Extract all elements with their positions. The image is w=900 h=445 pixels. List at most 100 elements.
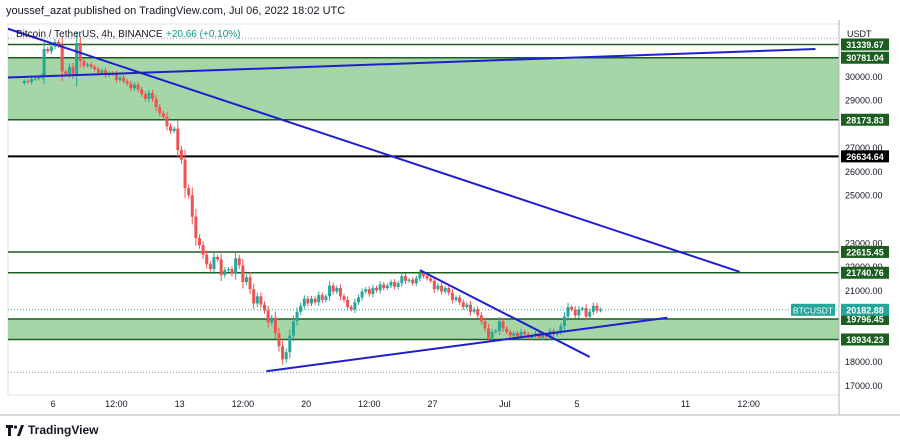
candle-body [360,291,364,298]
candle-body [306,298,310,304]
candle-body [436,285,440,290]
candle-body [309,298,313,304]
candle-body [252,289,256,304]
trendlines[interactable] [7,27,816,373]
publish-header: youssef_azat published on TradingView.co… [6,5,345,17]
candle-body [490,331,494,338]
candle-body [512,333,516,336]
candle-body [230,268,234,274]
candle-body [122,77,126,82]
time-tick-label: 20 [301,399,311,409]
footer-brand[interactable]: TradingView [28,423,99,437]
time-tick-label: Jul [499,399,511,409]
chart-legend: Bitcoin / TetherUS, 4h, BINANCE +20.66 (… [16,29,241,40]
candle-body [479,315,483,322]
candle-body [100,70,104,73]
candle-body [443,287,447,292]
candle-body [497,321,501,331]
candle-body [483,321,487,329]
candle-body [277,333,281,347]
candle-body [75,43,79,76]
time-tick-label: 11 [681,399,690,409]
candle-body [320,295,324,300]
symbol-tag-box [791,303,835,316]
candle-body [447,287,451,293]
candle-body [422,273,425,277]
candle-body [291,321,295,336]
candle-body [201,245,205,255]
time-tick-label: 12:00 [358,399,381,409]
candle-body [317,295,321,303]
level-label: 30781.04 [846,53,884,63]
candle-body [176,128,180,151]
time-tick-label: 13 [175,399,185,409]
candle-body [440,285,444,292]
candle-body [400,276,404,284]
candle-body [22,81,26,83]
candle-body [33,78,37,80]
level-label: 19796.45 [846,314,884,324]
candle-body [125,81,129,84]
time-tick-label: 6 [51,399,56,409]
candle-body [223,270,227,275]
candle-body [273,317,277,334]
price-axis-unit: USDT [847,29,872,39]
candle-body [161,113,165,117]
candle-body [281,346,285,360]
candle-body [414,278,418,284]
candle-body [143,94,147,99]
candle-body [42,48,46,76]
candle-body [476,309,480,316]
candle-body [472,309,476,312]
candle-body [541,334,545,338]
candle-body [190,195,194,217]
candle-body [577,309,581,316]
candle-body [237,258,241,266]
candle-body [338,287,342,297]
candle-body [197,238,201,246]
candle-body [118,77,122,80]
price-tick-label: 25000.00 [845,191,883,201]
candle-body [559,326,563,332]
candle-body [154,98,158,108]
legend-change: +20.66 (+0.10%) [166,29,241,40]
candle-body [299,305,303,312]
price-tick-label: 27000.00 [845,143,883,153]
candle-body [342,296,346,300]
candle-body [169,126,173,132]
candle-body [187,188,191,196]
candle-body [172,128,176,132]
candle-body [263,304,267,311]
price-axis[interactable]: USDT 30000.00 29000.00 27000.00 26000.00 2500… [838,20,883,415]
candle-body [205,254,209,265]
candle-body [244,277,248,283]
candle-body [226,268,230,271]
price-tick-label: 30000.00 [845,72,883,82]
candle-body [82,60,86,66]
candle-body [212,257,216,269]
time-tick-label: 12:00 [737,399,760,409]
candle-body [501,321,505,329]
candle-body [37,77,41,79]
price-tick-label: 21000.00 [845,286,883,296]
candle-body [418,273,422,279]
candle-body [208,264,212,269]
time-axis[interactable]: 6 12:00 13 12:00 20 12:00 27 Jul 5 11 12:00 [0,399,900,416]
candle-body [385,285,389,288]
level-label: 28173.83 [846,115,884,125]
price-tick-label: 26000.00 [845,167,883,177]
candle-body [487,328,491,338]
candle-body [591,305,595,312]
candle-body [60,45,64,72]
candle-body [29,79,33,83]
legend-symbol[interactable]: Bitcoin / TetherUS, 4h, BINANCE [16,29,163,40]
candle-body [216,257,220,260]
candle-body [147,92,151,99]
candle-body [64,71,68,74]
candle-body [411,279,415,284]
level-label-box [841,38,889,51]
candle-body [566,307,570,317]
candle-body [599,309,603,311]
candle-body [346,299,350,308]
